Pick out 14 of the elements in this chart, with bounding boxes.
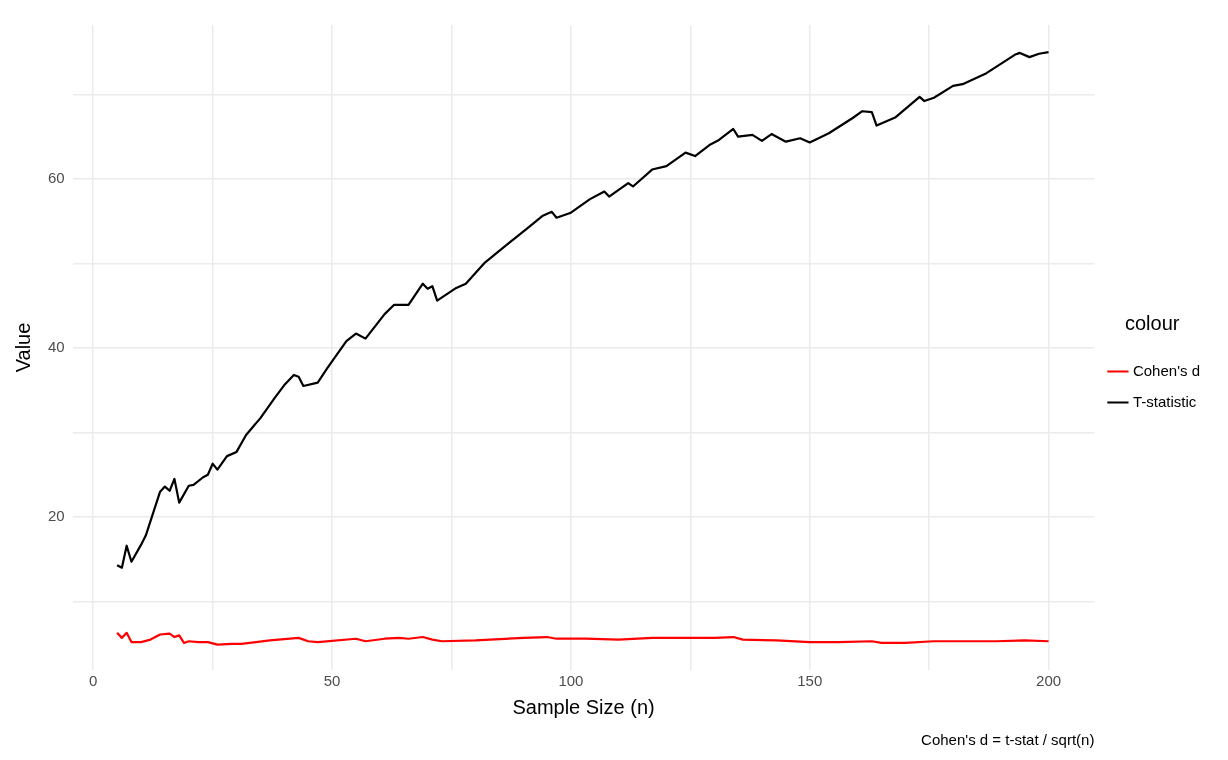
legend-label: T-statistic bbox=[1132, 392, 1197, 410]
y-axis-title: Value bbox=[11, 322, 34, 373]
y-tick-label: 60 bbox=[48, 168, 65, 186]
y-tick-label: 40 bbox=[48, 338, 65, 356]
y-tick-label: 20 bbox=[48, 507, 65, 525]
x-tick-label: 50 bbox=[323, 672, 341, 690]
x-tick-label: 0 bbox=[89, 672, 98, 690]
x-axis-title: Sample Size (n) bbox=[512, 695, 655, 718]
text: Cohen's d = t-stat / sqrt(n) bbox=[921, 730, 1095, 748]
x-tick-label: 150 bbox=[797, 672, 823, 690]
legend-label: Cohen's d bbox=[1132, 361, 1200, 379]
x-tick-label: 100 bbox=[558, 672, 584, 690]
legend-title: colour bbox=[1124, 311, 1180, 334]
x-tick-label: 200 bbox=[1036, 672, 1062, 690]
